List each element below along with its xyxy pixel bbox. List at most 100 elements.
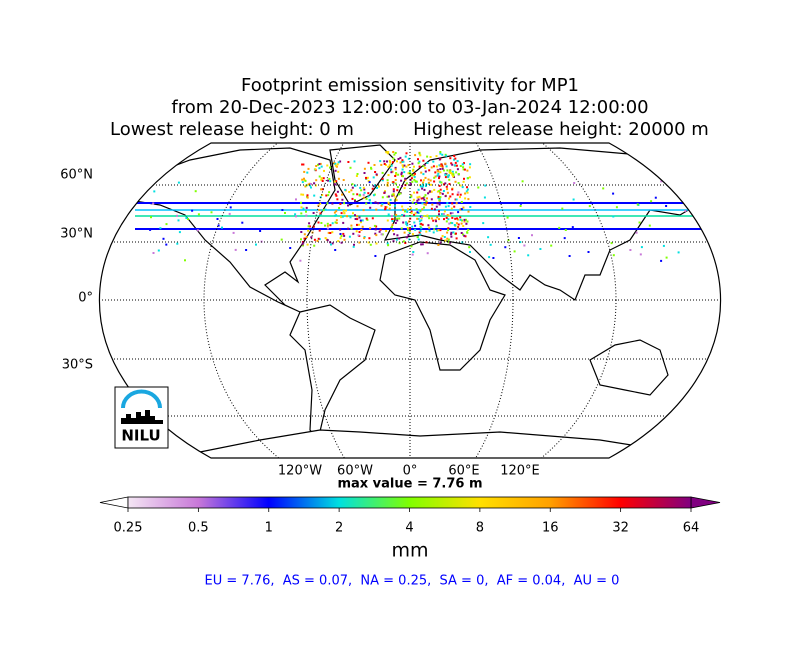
plume-pixel	[318, 175, 321, 178]
plume-pixel	[403, 164, 406, 167]
plume-pixel	[453, 224, 456, 226]
plume-pixel	[390, 168, 393, 171]
plume-pixel	[420, 222, 423, 225]
plume-pixel	[368, 181, 371, 184]
plume-pixel	[439, 196, 442, 199]
plume-pixel	[444, 173, 447, 176]
plume-pixel	[408, 231, 411, 234]
plume-pixel	[346, 215, 348, 218]
plume-pixel	[413, 221, 416, 224]
plume-pixel	[527, 254, 530, 257]
plume-pixel	[365, 202, 368, 205]
plume-pixel	[360, 228, 363, 231]
plume-pixel	[300, 201, 302, 204]
plume-pixel	[388, 164, 391, 167]
plume-pixel	[696, 188, 699, 191]
plume-pixel	[455, 237, 458, 240]
plume-pixel	[466, 169, 469, 172]
plume-pixel	[418, 152, 421, 155]
colorbar-tick-label: 0.5	[188, 521, 209, 536]
plume-pixel	[451, 222, 454, 225]
plume-pixel	[423, 198, 426, 201]
plume-pixel	[340, 241, 343, 244]
plume-pixel	[392, 157, 395, 160]
plume-pixel	[415, 180, 418, 183]
plume-pixel	[435, 205, 438, 208]
plume-pixel	[367, 180, 370, 182]
plume-pixel	[420, 171, 423, 174]
plume-pixel	[455, 232, 457, 235]
plume-pixel	[563, 237, 566, 240]
plume-pixel	[320, 178, 323, 181]
plume-pixel	[356, 218, 359, 221]
plume-pixel	[417, 212, 420, 214]
plume-pixel	[446, 188, 449, 191]
plume-pixel	[327, 194, 330, 197]
plume-pixel	[341, 198, 344, 201]
plume-pixel	[210, 211, 213, 214]
plume-pixel	[396, 219, 399, 222]
plume-pixel	[317, 221, 320, 224]
plume-pixel	[313, 194, 316, 197]
plume-pixel	[435, 220, 437, 223]
map-outline	[98, 142, 722, 459]
plume-pixel	[228, 212, 231, 215]
plume-pixel	[417, 188, 420, 191]
plume-pixel	[411, 174, 414, 177]
plume-pixel	[395, 173, 397, 176]
plume-pixel	[417, 158, 419, 161]
plume-pixel	[660, 259, 663, 262]
plume-pixel	[697, 196, 700, 199]
plume-pixel	[459, 184, 462, 187]
plume-pixel	[310, 236, 313, 239]
plume-pixel	[457, 182, 460, 185]
plume-pixel	[177, 219, 180, 222]
plume-pixel	[436, 190, 439, 193]
plume-pixel	[662, 244, 665, 247]
plume-pixel	[564, 229, 567, 231]
plume-pixel	[432, 231, 435, 234]
plume-pixel	[459, 193, 462, 196]
plume-pixel	[410, 212, 413, 215]
plume-pixel	[232, 231, 235, 234]
plume-pixel	[424, 203, 427, 206]
plume-pixel	[299, 259, 302, 262]
plume-pixel	[375, 242, 378, 245]
plume-pixel	[419, 225, 422, 228]
plume-pixel	[221, 226, 223, 229]
plume-pixel	[561, 207, 564, 210]
plume-pixel	[306, 171, 309, 174]
plume-pixel	[395, 213, 398, 216]
plume-pixel	[468, 246, 471, 249]
plume-pixel	[302, 193, 305, 196]
plume-pixel	[379, 228, 382, 231]
plume-pixel	[483, 196, 486, 199]
plume-pixel	[339, 160, 342, 163]
plume-pixel	[217, 224, 220, 227]
plume-pixel	[401, 168, 404, 171]
plume-pixel	[334, 164, 337, 167]
map	[99, 143, 721, 458]
plume-pixel	[449, 195, 452, 198]
plume-pixel	[408, 171, 411, 174]
plume-pixel	[429, 179, 432, 182]
plume-pixel	[359, 186, 362, 189]
plume-pixel	[392, 218, 395, 221]
plume-pixel	[436, 216, 439, 219]
plume-pixel	[409, 227, 411, 230]
plume-pixel	[374, 228, 377, 231]
plume-pixel	[326, 202, 329, 205]
plume-pixel	[457, 226, 460, 229]
plume-pixel	[362, 196, 365, 199]
plume-pixel	[162, 237, 165, 240]
plume-pixel	[395, 172, 398, 174]
plume-pixel	[469, 206, 472, 208]
plume-pixel	[399, 156, 402, 159]
plume-pixel	[378, 230, 381, 233]
plume-pixel	[450, 221, 452, 224]
plume-pixel	[588, 205, 591, 208]
plume-pixel	[421, 185, 424, 188]
plume-pixel	[461, 219, 463, 222]
plume-pixel	[407, 208, 410, 211]
plume-pixel	[447, 238, 450, 241]
